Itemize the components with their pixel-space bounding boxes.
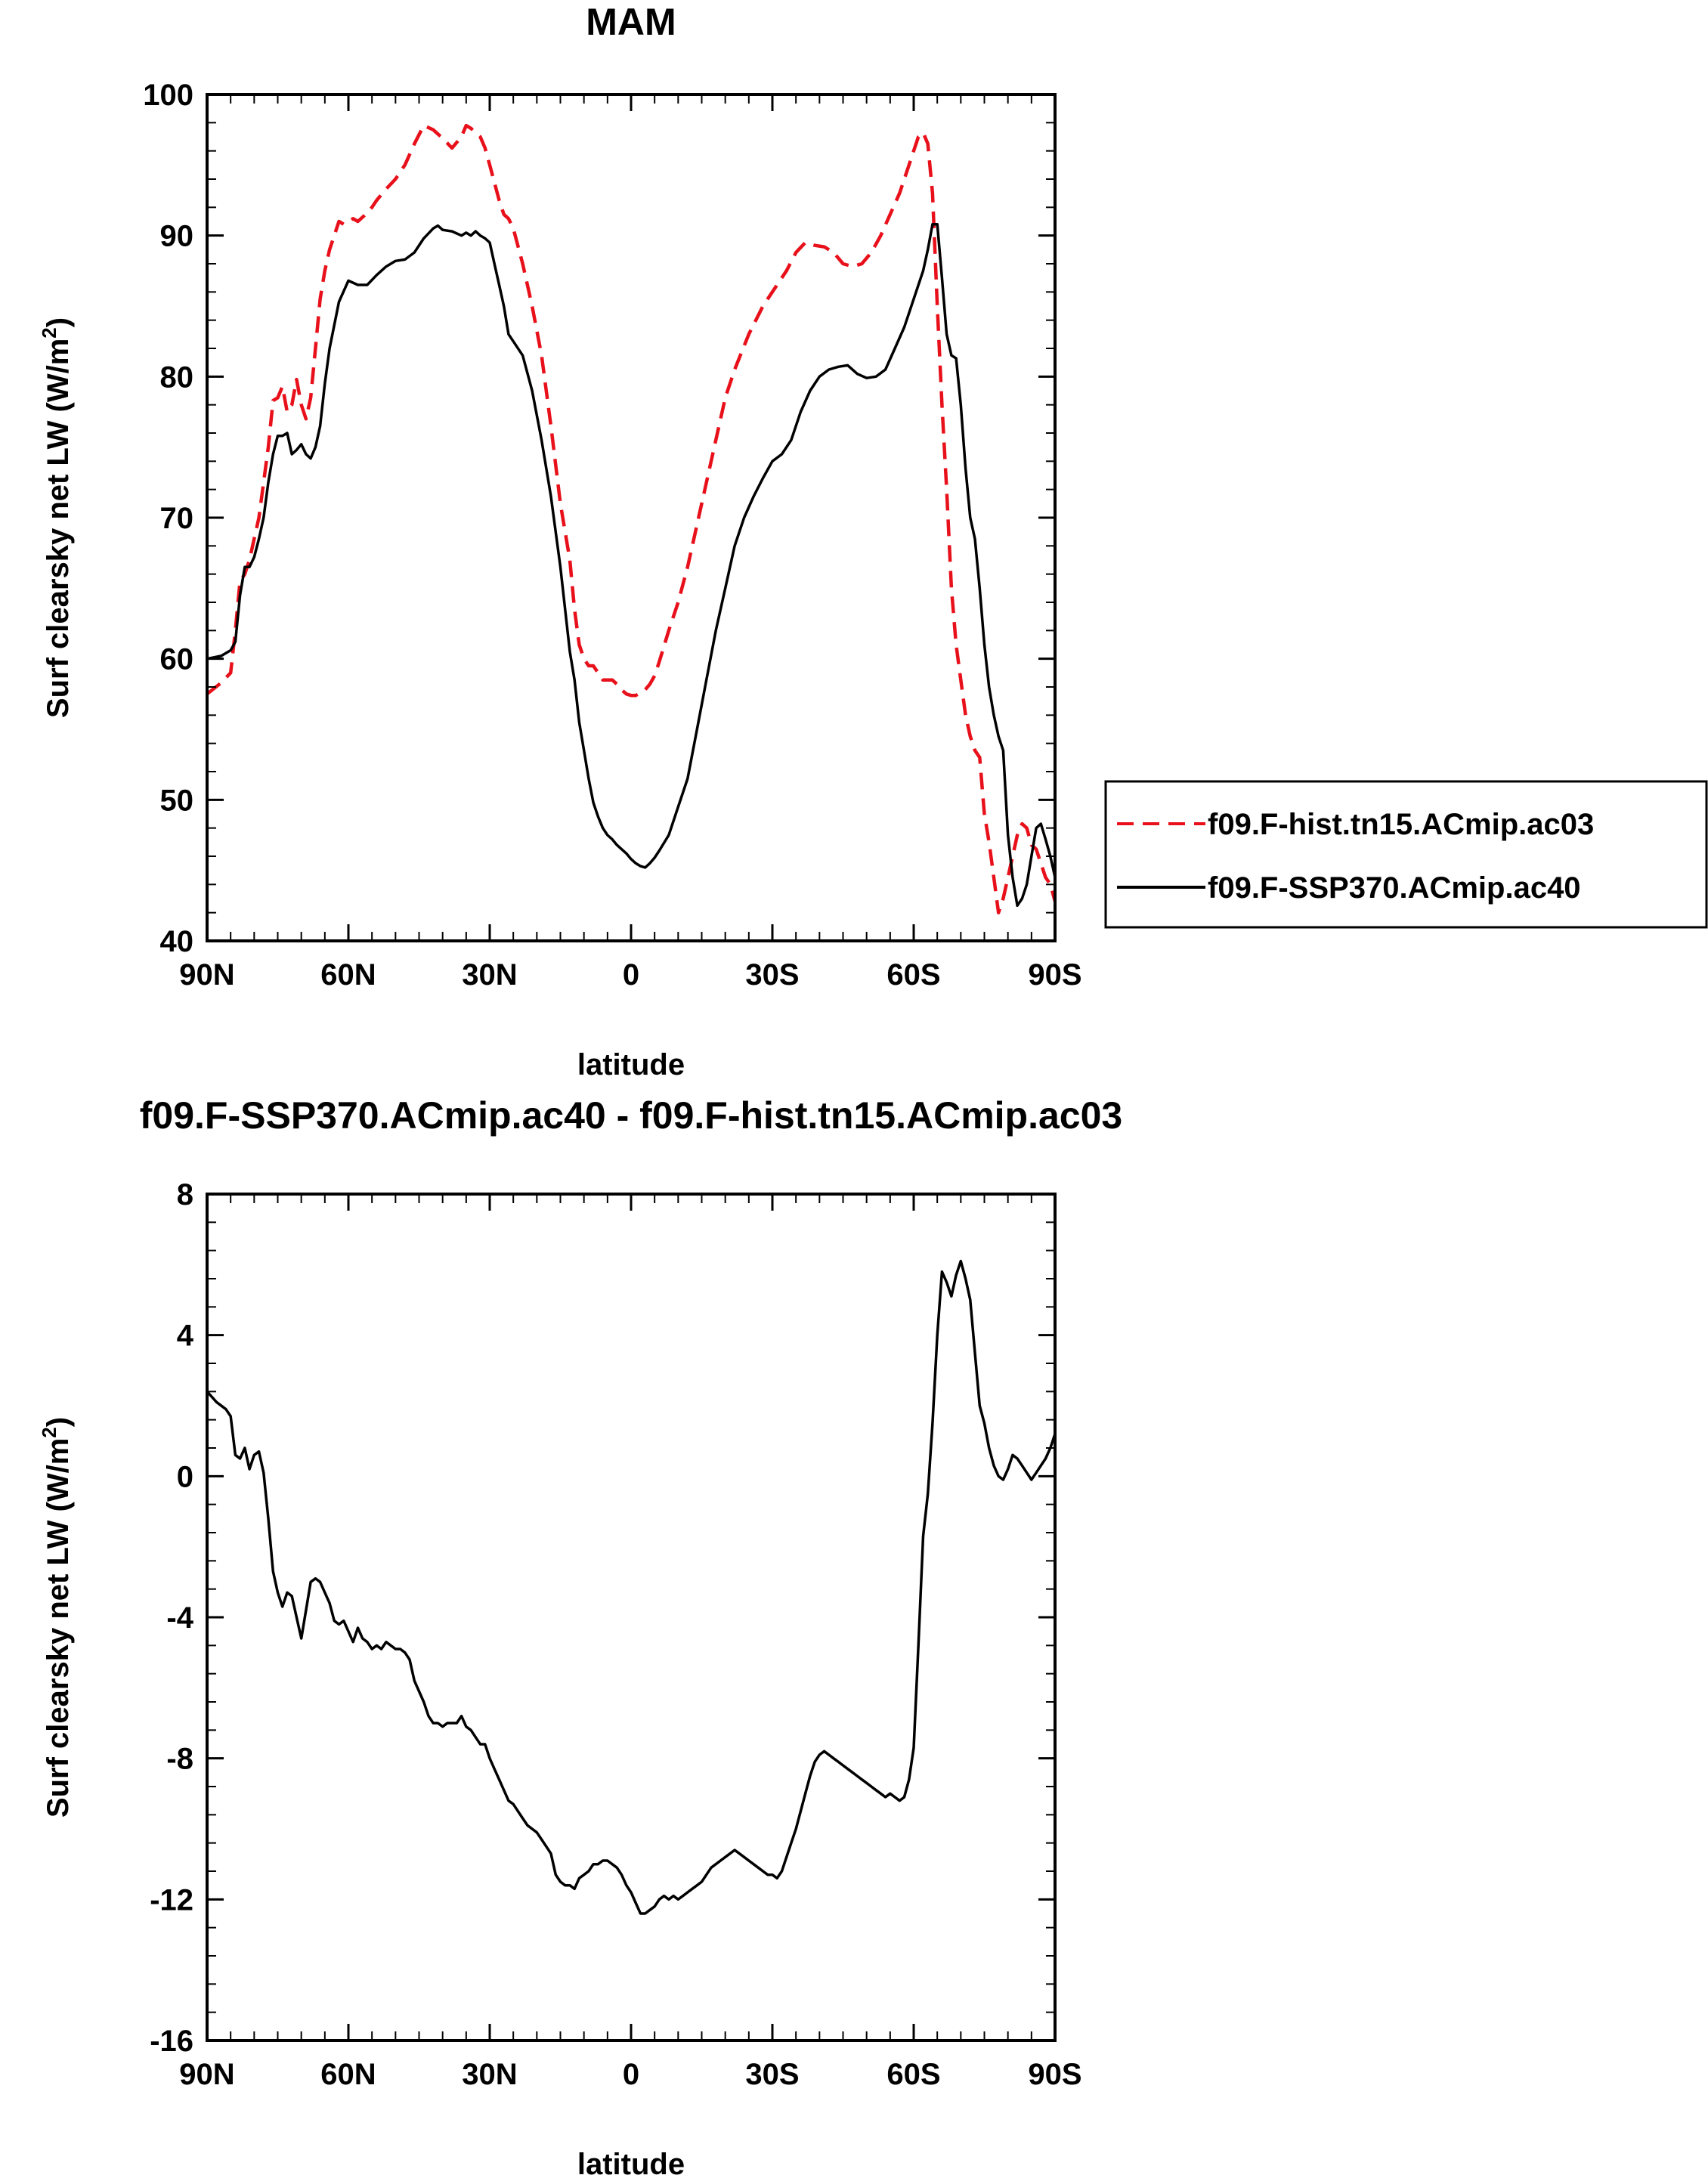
x-axis-label: latitude [577, 2148, 685, 2175]
series-line-f09-f-hist-tn15-acmip-ac03 [206, 123, 1057, 914]
chart-title: f09.F-SSP370.ACmip.ac40 - f09.F-hist.tn1… [140, 1094, 1122, 1137]
y-tick-label: 60 [160, 643, 194, 676]
legend: f09.F-hist.tn15.ACmip.ac03 f09.F-SSP370.… [1104, 780, 1708, 929]
y-tick-label: 50 [160, 784, 194, 817]
x-tick-label: 90N [179, 2058, 234, 2091]
x-tick-label: 0 [623, 958, 639, 992]
y-tick-label: -8 [166, 1743, 193, 1776]
legend-label-ssp370: f09.F-SSP370.ACmip.ac40 [1208, 871, 1581, 905]
y-tick-label: 40 [160, 925, 194, 958]
legend-label-hist: f09.F-hist.tn15.ACmip.ac03 [1208, 808, 1594, 841]
chart-title: MAM [586, 1, 676, 43]
y-tick-label: -4 [166, 1601, 193, 1635]
y-tick-label: 0 [177, 1460, 193, 1493]
y-tick-label: 4 [177, 1320, 194, 1353]
y-axis-label-main: Surf clearsky net LW (W/m [42, 339, 75, 718]
x-tick-label: 60N [320, 2058, 376, 2091]
plot-frame [206, 93, 1057, 942]
x-tick-label: 90S [1028, 2058, 1081, 2091]
y-axis-label-main: Surf clearsky net LW (W/m [42, 1438, 75, 1818]
legend-box [1104, 780, 1708, 929]
x-tick-label: 30N [462, 958, 517, 992]
y-tick-label: 70 [160, 502, 194, 535]
x-tick-label: 60S [886, 958, 940, 992]
x-axis-label: latitude [577, 1048, 685, 1081]
axis-ticks: 90N 60N 30N 0 30S 60S 90S -16 -12 -8 -4 0 4 8 [150, 1178, 1081, 2091]
y-tick-label: -12 [150, 1883, 193, 1917]
axis-ticks: 90N 60N 30N 0 30S 60S 90S 40 50 60 70 80 90 100 [143, 79, 1081, 992]
y-tick-label: -16 [150, 2025, 193, 2058]
y-axis-label-close: ) [42, 317, 75, 327]
x-tick-label: 30S [745, 2058, 799, 2091]
x-tick-label: 90S [1028, 958, 1081, 992]
chart-top: MAM 90N 60N 30N 0 30S 60S 90S 40 50 60 70 80 90 100 l… [38, 1, 1708, 1081]
y-axis-label-close: ) [42, 1417, 75, 1427]
x-tick-label: 60N [320, 958, 376, 992]
y-axis-label: Surf clearsky net LW (W/m2) [38, 317, 75, 718]
y-axis-label: Surf clearsky net LW (W/m2) [38, 1417, 75, 1818]
y-axis-label-superscript: 2 [38, 1427, 60, 1437]
series-line-difference [206, 1259, 1057, 1915]
chart-bottom: f09.F-SSP370.ACmip.ac40 - f09.F-hist.tn1… [38, 1094, 1122, 2175]
y-axis-label-superscript: 2 [38, 327, 60, 338]
x-tick-label: 90N [179, 958, 234, 992]
x-tick-label: 60S [886, 2058, 940, 2091]
y-tick-label: 8 [177, 1178, 193, 1211]
x-tick-label: 30N [462, 2058, 517, 2091]
series-line-f09-f-ssp370-acmip-ac40 [206, 222, 1057, 908]
series-group [206, 123, 1057, 914]
x-tick-label: 0 [623, 2058, 639, 2091]
series-group [206, 1259, 1057, 1915]
x-tick-label: 30S [745, 958, 799, 992]
y-tick-label: 90 [160, 220, 194, 253]
y-tick-label: 80 [160, 360, 194, 394]
y-tick-label: 100 [143, 79, 193, 112]
